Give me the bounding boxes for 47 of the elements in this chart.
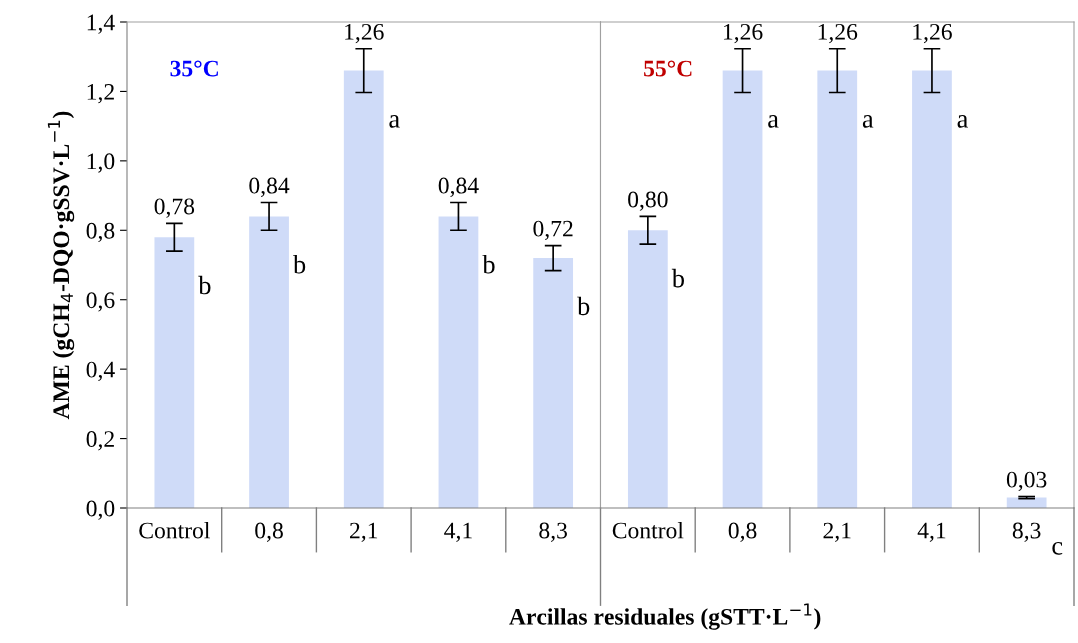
annotation: 55°C xyxy=(644,60,692,77)
data-label: 0,72 xyxy=(533,220,573,240)
x-tick-label: 2,1 xyxy=(823,522,851,542)
annotation: b xyxy=(577,296,590,316)
data-label: 1,26 xyxy=(723,23,763,44)
x-tick-label: 2,1 xyxy=(350,522,378,542)
x-tick-label: 4,1 xyxy=(917,522,946,542)
data-label: 0,03 xyxy=(1006,471,1047,491)
data-label: 1,26 xyxy=(818,23,858,44)
data-label: 1,26 xyxy=(913,23,952,44)
x-tick-label: 8,3 xyxy=(539,522,567,542)
x-tick-label: 0,8 xyxy=(728,522,757,542)
annotation: b xyxy=(293,254,306,274)
y-tick-label: 0,6 xyxy=(86,292,115,312)
annotation: a xyxy=(957,115,968,128)
bar xyxy=(438,216,479,508)
annotation: a xyxy=(862,115,874,128)
x-tick-label: Control xyxy=(139,521,210,539)
y-tick-label: 1,0 xyxy=(87,153,115,173)
y-axis-title: AME (gCH$_{4}$-DQO·gSSV·L$^{−1}$) xyxy=(47,111,75,420)
x-tick-label: 8,3 xyxy=(1012,522,1041,542)
annotation: 35°C xyxy=(170,60,218,77)
y-tick-label: 1,4 xyxy=(87,14,115,34)
annotation: b xyxy=(482,254,495,274)
x-tick-label: 0,8 xyxy=(255,522,283,542)
x-axis-title: Arcillas residuales (gSTT·L$^{−1}$) xyxy=(509,603,821,630)
annotation: b xyxy=(671,268,684,288)
bar xyxy=(154,237,195,508)
data-label: 1,26 xyxy=(345,23,384,44)
annotation: c xyxy=(1052,542,1063,555)
y-tick-label: 0,4 xyxy=(86,361,115,381)
annotation: a xyxy=(389,115,400,128)
data-label: 0,78 xyxy=(154,198,195,218)
y-tick-label: 1,2 xyxy=(87,83,114,104)
x-tick-label: 4,1 xyxy=(444,522,472,542)
bar xyxy=(343,70,384,508)
y-tick-label: 0,0 xyxy=(86,500,115,520)
data-label: 0,84 xyxy=(438,177,479,197)
annotation: a xyxy=(768,115,779,128)
data-label: 0,80 xyxy=(628,191,668,211)
bar xyxy=(533,258,574,508)
data-label: 0,84 xyxy=(249,177,290,197)
annotation: b xyxy=(198,275,211,295)
y-tick-label: 0,2 xyxy=(86,431,114,451)
y-tick-label: 0,8 xyxy=(86,222,115,243)
bar xyxy=(249,216,289,508)
x-tick-label: Control xyxy=(612,521,684,539)
